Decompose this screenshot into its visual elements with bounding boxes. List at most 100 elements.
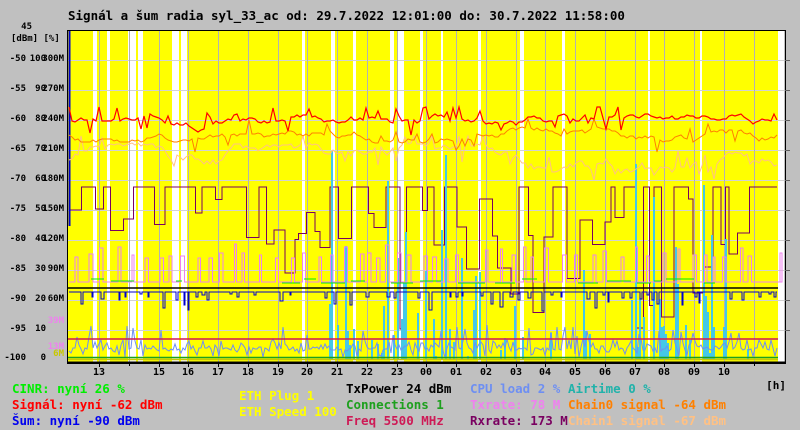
x-tick-05: 05 bbox=[568, 367, 582, 378]
legend-connections: Connections 1 bbox=[346, 397, 444, 412]
legend-signal: Signál: nyní -62 dBm bbox=[12, 397, 163, 412]
y-tick-pct: 50 bbox=[35, 204, 46, 214]
x-tick-04: 04 bbox=[538, 367, 552, 378]
y-tick-pct: 0 bbox=[40, 353, 46, 363]
legend-txpower: TxPower 24 dBm bbox=[346, 381, 452, 396]
legend-eth-speed: ETH Speed 100 bbox=[239, 404, 337, 419]
data-gap bbox=[181, 31, 187, 362]
data-gap bbox=[478, 31, 481, 362]
y-tick-rate: 60M bbox=[47, 294, 64, 304]
x-tick-03: 03 bbox=[509, 367, 523, 378]
y-tick-pct: 90 bbox=[35, 84, 46, 94]
y-tick-dbm: -50 bbox=[9, 54, 26, 64]
y-tick-rate: 90M bbox=[47, 264, 64, 274]
legend-chain0: Chain0 signal -64 dBm bbox=[568, 397, 727, 412]
data-gap bbox=[353, 31, 356, 362]
x-tick-06: 06 bbox=[598, 367, 612, 378]
x-tick-21: 21 bbox=[330, 367, 344, 378]
series-cinr bbox=[91, 278, 715, 284]
rate-mark-39M: 39M bbox=[47, 316, 64, 326]
y-tick-dbm: -80 bbox=[9, 234, 26, 244]
series-chain1 bbox=[68, 134, 778, 181]
y-tick-dbm: -95 bbox=[9, 324, 26, 334]
y-tick-dbm: -55 bbox=[9, 84, 26, 94]
data-gap bbox=[700, 31, 702, 362]
y-tick-rate: 270M bbox=[42, 84, 64, 94]
x-tick-20: 20 bbox=[300, 367, 314, 378]
x-tick-09: 09 bbox=[687, 367, 701, 378]
x-tick-16: 16 bbox=[181, 367, 195, 378]
x-tick-17: 17 bbox=[211, 367, 225, 378]
y-tick-dbm: -65 bbox=[9, 144, 26, 154]
y-tick-dbm: -90 bbox=[9, 294, 26, 304]
y-tick-pct: 10 bbox=[35, 324, 46, 334]
legend-cpu-load: CPU load 2 % bbox=[470, 381, 561, 396]
legend-airtime: Airtime 0 % bbox=[568, 381, 651, 396]
y-tick-pct: 100 bbox=[29, 54, 46, 64]
legend-freq: Freq 5500 MHz bbox=[346, 413, 444, 428]
legend-chain1: Chain1 signal -67 dBm bbox=[568, 413, 727, 428]
y-tick-rate: 240M bbox=[42, 114, 64, 124]
rate-mark-13M: 13M bbox=[47, 342, 64, 352]
data-gap bbox=[138, 31, 143, 362]
y-tick-dbm: -60 bbox=[9, 114, 26, 124]
y-tick-rate: 210M bbox=[42, 144, 64, 154]
series-sum bbox=[69, 291, 777, 312]
y-tick-dbm: -100 bbox=[4, 353, 26, 363]
y-axis-top-tick: 45 bbox=[21, 22, 32, 32]
y-axis-unit-header: [dBm] [%] bbox=[11, 34, 60, 44]
x-tick-18: 18 bbox=[241, 367, 255, 378]
x-tick-00: 00 bbox=[419, 367, 433, 378]
data-gap bbox=[398, 31, 404, 362]
x-tick-13: 13 bbox=[92, 367, 106, 378]
y-tick-rate: 150M bbox=[42, 204, 64, 214]
data-gap bbox=[302, 31, 305, 362]
series-signal bbox=[68, 104, 778, 136]
x-tick-23: 23 bbox=[390, 367, 404, 378]
x-tick-01: 01 bbox=[449, 367, 463, 378]
x-tick-07: 07 bbox=[628, 367, 642, 378]
x-tick-08: 08 bbox=[657, 367, 671, 378]
y-tick-pct: 70 bbox=[35, 144, 46, 154]
data-gap bbox=[778, 31, 784, 362]
data-gap bbox=[441, 31, 443, 362]
y-tick-dbm: -75 bbox=[9, 204, 26, 214]
y-tick-rate: 300M bbox=[42, 54, 64, 64]
series-chain0 bbox=[68, 117, 778, 153]
data-gap bbox=[520, 31, 524, 362]
x-axis-unit-label: [h] bbox=[766, 379, 786, 392]
v-gridlines bbox=[99, 31, 755, 362]
y-tick-pct: 40 bbox=[35, 234, 46, 244]
series-cpu-load bbox=[68, 324, 778, 359]
x-tick-10: 10 bbox=[717, 367, 731, 378]
y-tick-pct: 60 bbox=[35, 174, 46, 184]
legend-cinr: CINR: nyní 26 % bbox=[12, 381, 125, 396]
y-tick-pct: 80 bbox=[35, 114, 46, 124]
y-tick-rate: 120M bbox=[42, 234, 64, 244]
data-gap bbox=[420, 31, 423, 362]
y-tick-dbm: -85 bbox=[9, 264, 26, 274]
y-tick-dbm: -70 bbox=[9, 174, 26, 184]
legend-txrate: Txrate: 78 M bbox=[470, 397, 561, 412]
y-tick-rate: 180M bbox=[42, 174, 64, 184]
page-title: Signál a šum radia syl_33_ac od: 29.7.20… bbox=[68, 8, 625, 23]
x-tick-22: 22 bbox=[360, 367, 374, 378]
rate-mark-6M: 6M bbox=[53, 349, 64, 359]
right-axis-ticks bbox=[785, 60, 790, 331]
series-txrate bbox=[69, 243, 783, 283]
x-tick-02: 02 bbox=[479, 367, 493, 378]
x-tick-19: 19 bbox=[271, 367, 285, 378]
legend-eth-plug: ETH Plug 1 bbox=[239, 388, 315, 403]
legend-rxrate: Rxrate: 173 M bbox=[470, 413, 568, 428]
y-tick-pct: 20 bbox=[35, 294, 46, 304]
data-gap bbox=[107, 31, 110, 362]
data-gap bbox=[648, 31, 650, 362]
data-gap bbox=[562, 31, 565, 362]
data-gap bbox=[128, 31, 136, 362]
data-gap bbox=[390, 31, 394, 362]
y-tick-pct: 30 bbox=[35, 264, 46, 274]
data-gap bbox=[172, 31, 179, 362]
series-rxrate bbox=[69, 186, 777, 330]
